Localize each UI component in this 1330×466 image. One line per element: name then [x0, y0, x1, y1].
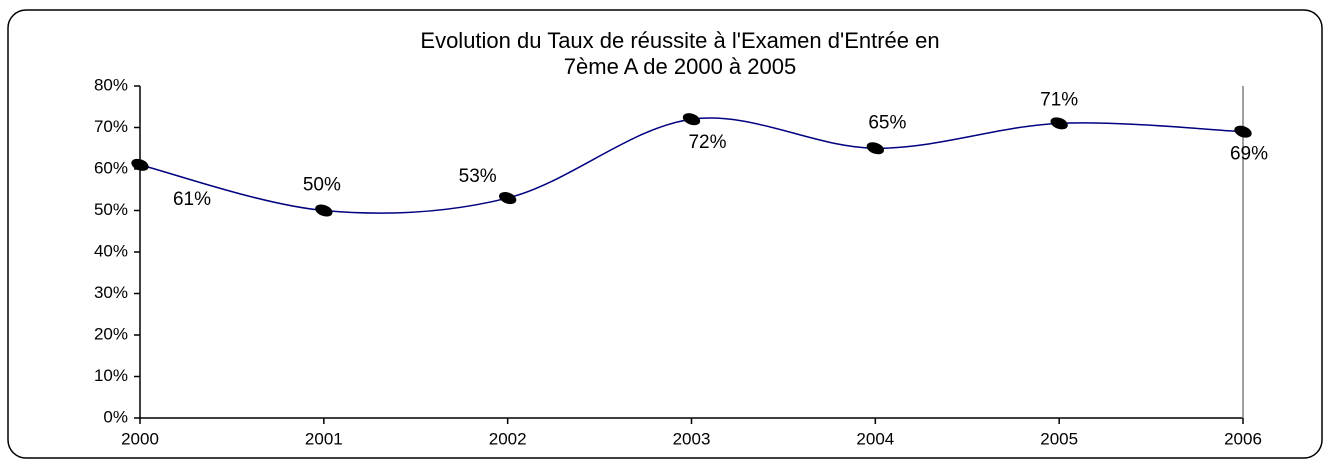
y-tick-label: 80%: [94, 75, 128, 94]
chart-title: 7ème A de 2000 à 2005: [564, 54, 796, 79]
marker: [682, 113, 701, 126]
chart-border: [7, 9, 1323, 459]
y-tick-label: 30%: [94, 283, 128, 302]
marker: [866, 142, 884, 155]
x-tick-label: 2004: [856, 429, 894, 448]
chart-title: Evolution du Taux de réussite à l'Examen…: [420, 28, 939, 53]
x-tick-label: 2001: [305, 429, 343, 448]
y-tick-label: 70%: [94, 117, 128, 136]
marker: [315, 204, 333, 217]
data-label: 71%: [1040, 89, 1078, 110]
x-tick-label: 2002: [489, 429, 527, 448]
y-tick-label: 0%: [103, 407, 128, 426]
y-tick-label: 10%: [94, 366, 128, 385]
y-tick-label: 60%: [94, 158, 128, 177]
y-tick-label: 50%: [94, 200, 128, 219]
data-label: 65%: [868, 112, 906, 133]
data-label: 69%: [1230, 144, 1268, 165]
x-tick-label: 2003: [673, 429, 711, 448]
x-tick-label: 2006: [1224, 429, 1262, 448]
marker: [499, 192, 517, 205]
data-label: 53%: [459, 166, 497, 187]
y-tick-label: 40%: [94, 241, 128, 260]
y-tick-label: 20%: [94, 324, 128, 343]
marker: [1050, 117, 1068, 130]
x-tick-label: 2005: [1040, 429, 1078, 448]
x-tick-label: 2000: [121, 429, 159, 448]
marker: [131, 158, 149, 171]
data-label: 50%: [303, 175, 341, 196]
marker: [1234, 125, 1252, 138]
data-label: 72%: [688, 132, 726, 153]
data-label: 61%: [173, 189, 211, 210]
